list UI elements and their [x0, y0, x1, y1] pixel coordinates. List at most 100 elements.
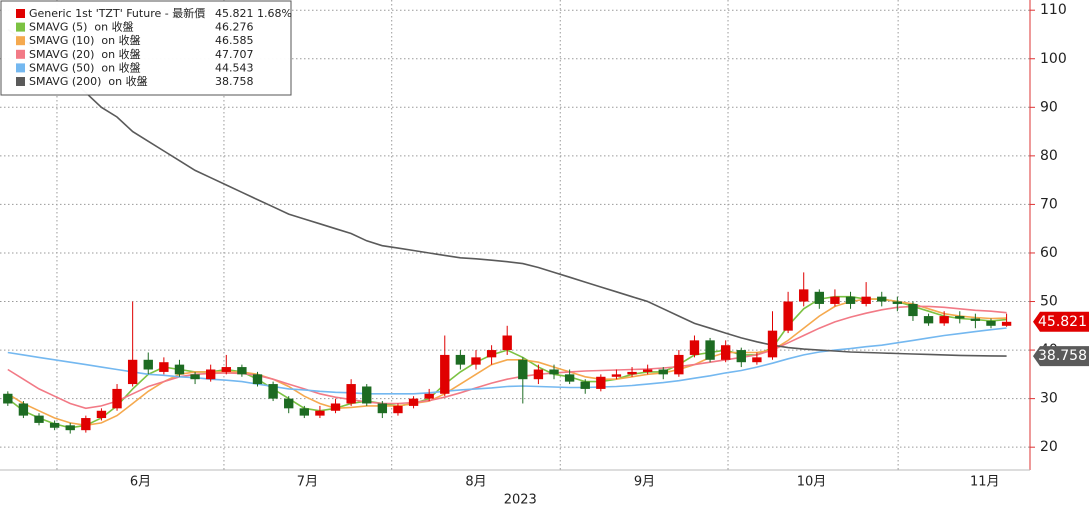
- candle-body: [18, 403, 29, 416]
- y-tick-label: 50: [1040, 294, 1058, 310]
- candle-body: [96, 410, 107, 419]
- last-value-label: 38.758: [1038, 348, 1087, 364]
- legend-box: [0, 0, 292, 96]
- candle-body: [845, 296, 856, 304]
- candle-body: [112, 388, 122, 409]
- candle-body: [206, 369, 216, 380]
- y-tick-label: 100: [1040, 51, 1067, 67]
- legend-value: 46.585: [215, 34, 254, 47]
- legend-value: 46.276: [215, 21, 254, 34]
- candle-body: [923, 316, 934, 324]
- candle-body: [830, 296, 840, 304]
- legend-swatch: [16, 63, 25, 73]
- candle-body: [284, 398, 294, 409]
- legend-value: 45.821: [215, 7, 254, 20]
- candle-body: [127, 359, 138, 385]
- candle-body: [159, 362, 169, 372]
- y-tick-label: 60: [1040, 245, 1058, 261]
- candle-body: [658, 369, 668, 375]
- candle-body: [736, 350, 746, 363]
- legend-change: 1.68%: [257, 7, 292, 20]
- candle-body: [518, 359, 528, 380]
- candle-body: [580, 381, 590, 389]
- y-tick-label: 80: [1040, 148, 1058, 164]
- candle-body: [3, 393, 13, 404]
- candle-body: [237, 367, 247, 375]
- candle-body: [455, 354, 466, 365]
- y-tick-label: 70: [1040, 196, 1058, 212]
- legend-label: SMAVG (20) on 收盤: [29, 47, 141, 61]
- candle-body: [362, 386, 372, 404]
- candle-body: [424, 393, 434, 399]
- candle-body: [721, 345, 731, 360]
- ma-line: [7, 327, 1007, 395]
- candle-body: [783, 301, 793, 331]
- candle-body: [252, 374, 263, 385]
- x-tick-label: 6月: [130, 475, 151, 490]
- candle-body: [549, 369, 559, 375]
- y-tick-label: 20: [1040, 439, 1058, 455]
- candle-body: [268, 384, 278, 399]
- candle-body: [689, 340, 700, 355]
- ma-line: [7, 305, 1007, 410]
- candle-body: [611, 374, 622, 377]
- candle-body: [502, 335, 512, 351]
- candle-body: [767, 330, 778, 358]
- candle-body: [955, 316, 965, 319]
- candle-body: [393, 405, 403, 414]
- candle-body: [471, 357, 481, 365]
- legend-label: SMAVG (50) on 收盤: [29, 60, 141, 74]
- legend-label: SMAVG (10) on 收盤: [29, 33, 141, 47]
- legend-value: 38.758: [215, 75, 254, 88]
- legend-value: 47.707: [215, 48, 254, 61]
- x-tick-label: 8月: [465, 475, 486, 490]
- ma-line: [7, 298, 1007, 427]
- candle-body: [877, 296, 887, 302]
- candle-body: [299, 408, 309, 416]
- x-tick-label: 7月: [297, 475, 318, 490]
- candle-body: [408, 398, 419, 406]
- candle-body: [705, 340, 715, 360]
- candle-body: [986, 320, 996, 326]
- legend-swatch: [16, 49, 25, 59]
- candle-body: [627, 371, 637, 375]
- legend: Generic 1st 'TZT' Future - 最新價 45.821 SMAV…: [0, 0, 292, 96]
- legend-label: Generic 1st 'TZT' Future - 最新價: [29, 6, 205, 20]
- candle-body: [81, 418, 91, 431]
- legend-swatch: [16, 77, 25, 86]
- last-price-label: 45.821: [1038, 314, 1087, 330]
- x-tick-label: 10月: [797, 475, 827, 490]
- candle-body: [861, 296, 871, 304]
- candle-body: [440, 354, 450, 394]
- legend-swatch: [16, 22, 25, 32]
- candle-body: [674, 354, 684, 375]
- candle-body: [564, 374, 575, 382]
- last-price-label-box: [1033, 311, 1089, 332]
- candle-body: [752, 357, 762, 363]
- candle-body: [814, 291, 824, 304]
- y-tick-label: 90: [1040, 99, 1058, 115]
- candle-body: [892, 301, 903, 304]
- legend-swatch: [16, 9, 25, 18]
- y-tick-label: 110: [1040, 2, 1067, 18]
- candle-body: [346, 384, 356, 404]
- candle-body: [533, 369, 544, 380]
- legend-value: 44.543: [215, 61, 254, 74]
- legend-label: SMAVG (200) on 收盤: [29, 74, 148, 88]
- legend-label: SMAVG (5) on 收盤: [29, 20, 134, 34]
- candle-body: [799, 289, 809, 302]
- candle-body: [486, 350, 497, 358]
- candle-body: [315, 410, 325, 416]
- candle-body: [221, 367, 231, 372]
- y-tick-label: 30: [1040, 391, 1058, 407]
- ma-line: [7, 28, 1007, 357]
- candle-body: [908, 303, 918, 317]
- candle-body: [642, 369, 653, 372]
- candle-body: [1001, 321, 1012, 326]
- candle-body: [143, 359, 153, 370]
- ma-line: [7, 295, 1007, 429]
- candle-body: [34, 415, 44, 423]
- candle-body: [49, 422, 60, 428]
